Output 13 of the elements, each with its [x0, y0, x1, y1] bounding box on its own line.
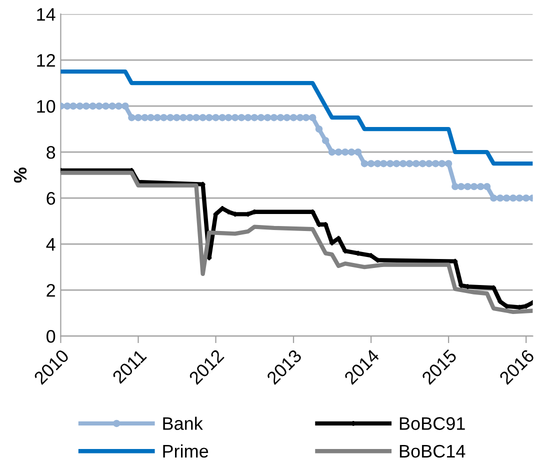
y-tick-label: 0 — [46, 330, 56, 343]
y-tick-label: 10 — [37, 100, 56, 113]
legend-label: BoBC14 — [400, 444, 466, 458]
legend-label: Prime — [163, 444, 208, 458]
y-axis-title: % — [14, 168, 27, 183]
y-tick-label: 12 — [37, 54, 55, 67]
legend-label: BoBC91 — [400, 417, 465, 430]
y-tick-label: 8 — [46, 146, 56, 159]
legend-label: Bank — [163, 416, 203, 430]
y-tick-label: 2 — [46, 284, 55, 297]
y-tick-label: 6 — [46, 192, 56, 205]
y-tick-label: 4 — [46, 238, 56, 251]
y-tick-label: 14 — [37, 8, 56, 21]
